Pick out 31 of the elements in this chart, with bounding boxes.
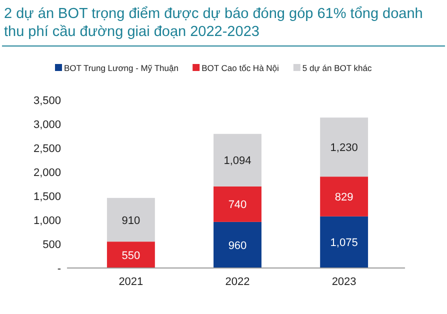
- y-tick-label: 3,500: [33, 95, 61, 107]
- bar: [106, 198, 155, 242]
- legend-label: 5 dự án BOT khác: [302, 63, 372, 73]
- bar: [214, 222, 262, 268]
- bar: [320, 118, 368, 177]
- chart-title: 2 dự án BOT trọng điểm được dự báo đóng góp 61% tổng doanh thu phí cầu đường giai đoạn 2022-2023: [4, 6, 423, 40]
- bar: [320, 216, 368, 268]
- data-label: 550: [122, 250, 140, 262]
- data-label: 1,094: [224, 155, 252, 168]
- bar: [214, 134, 262, 186]
- x-tick-label: 2023: [332, 276, 356, 288]
- y-tick-label: 2,000: [33, 167, 61, 179]
- y-tick-label: 2,500: [33, 143, 61, 155]
- y-tick-label: 1,000: [33, 215, 61, 227]
- x-tick-label: 2022: [225, 276, 250, 288]
- legend-label: BOT Trung Lương - Mỹ Thuận: [64, 63, 179, 73]
- legend-label: BOT Cao tốc Hà Nội: [202, 63, 280, 73]
- bar: [320, 176, 368, 216]
- bar: [106, 242, 155, 268]
- x-tick-label: 2021: [118, 276, 144, 288]
- data-label: 1,075: [330, 237, 358, 250]
- y-tick-label: 500: [42, 239, 61, 251]
- data-label: 829: [334, 192, 354, 204]
- data-label: 1,230: [330, 142, 358, 154]
- data-label: 740: [228, 199, 247, 212]
- bar: [214, 186, 262, 222]
- y-tick-label: -: [57, 263, 62, 275]
- y-tick-label: 1,500: [33, 191, 61, 203]
- data-label: 960: [228, 240, 247, 252]
- y-tick-label: 3,000: [33, 119, 61, 131]
- data-label: 910: [122, 214, 140, 227]
